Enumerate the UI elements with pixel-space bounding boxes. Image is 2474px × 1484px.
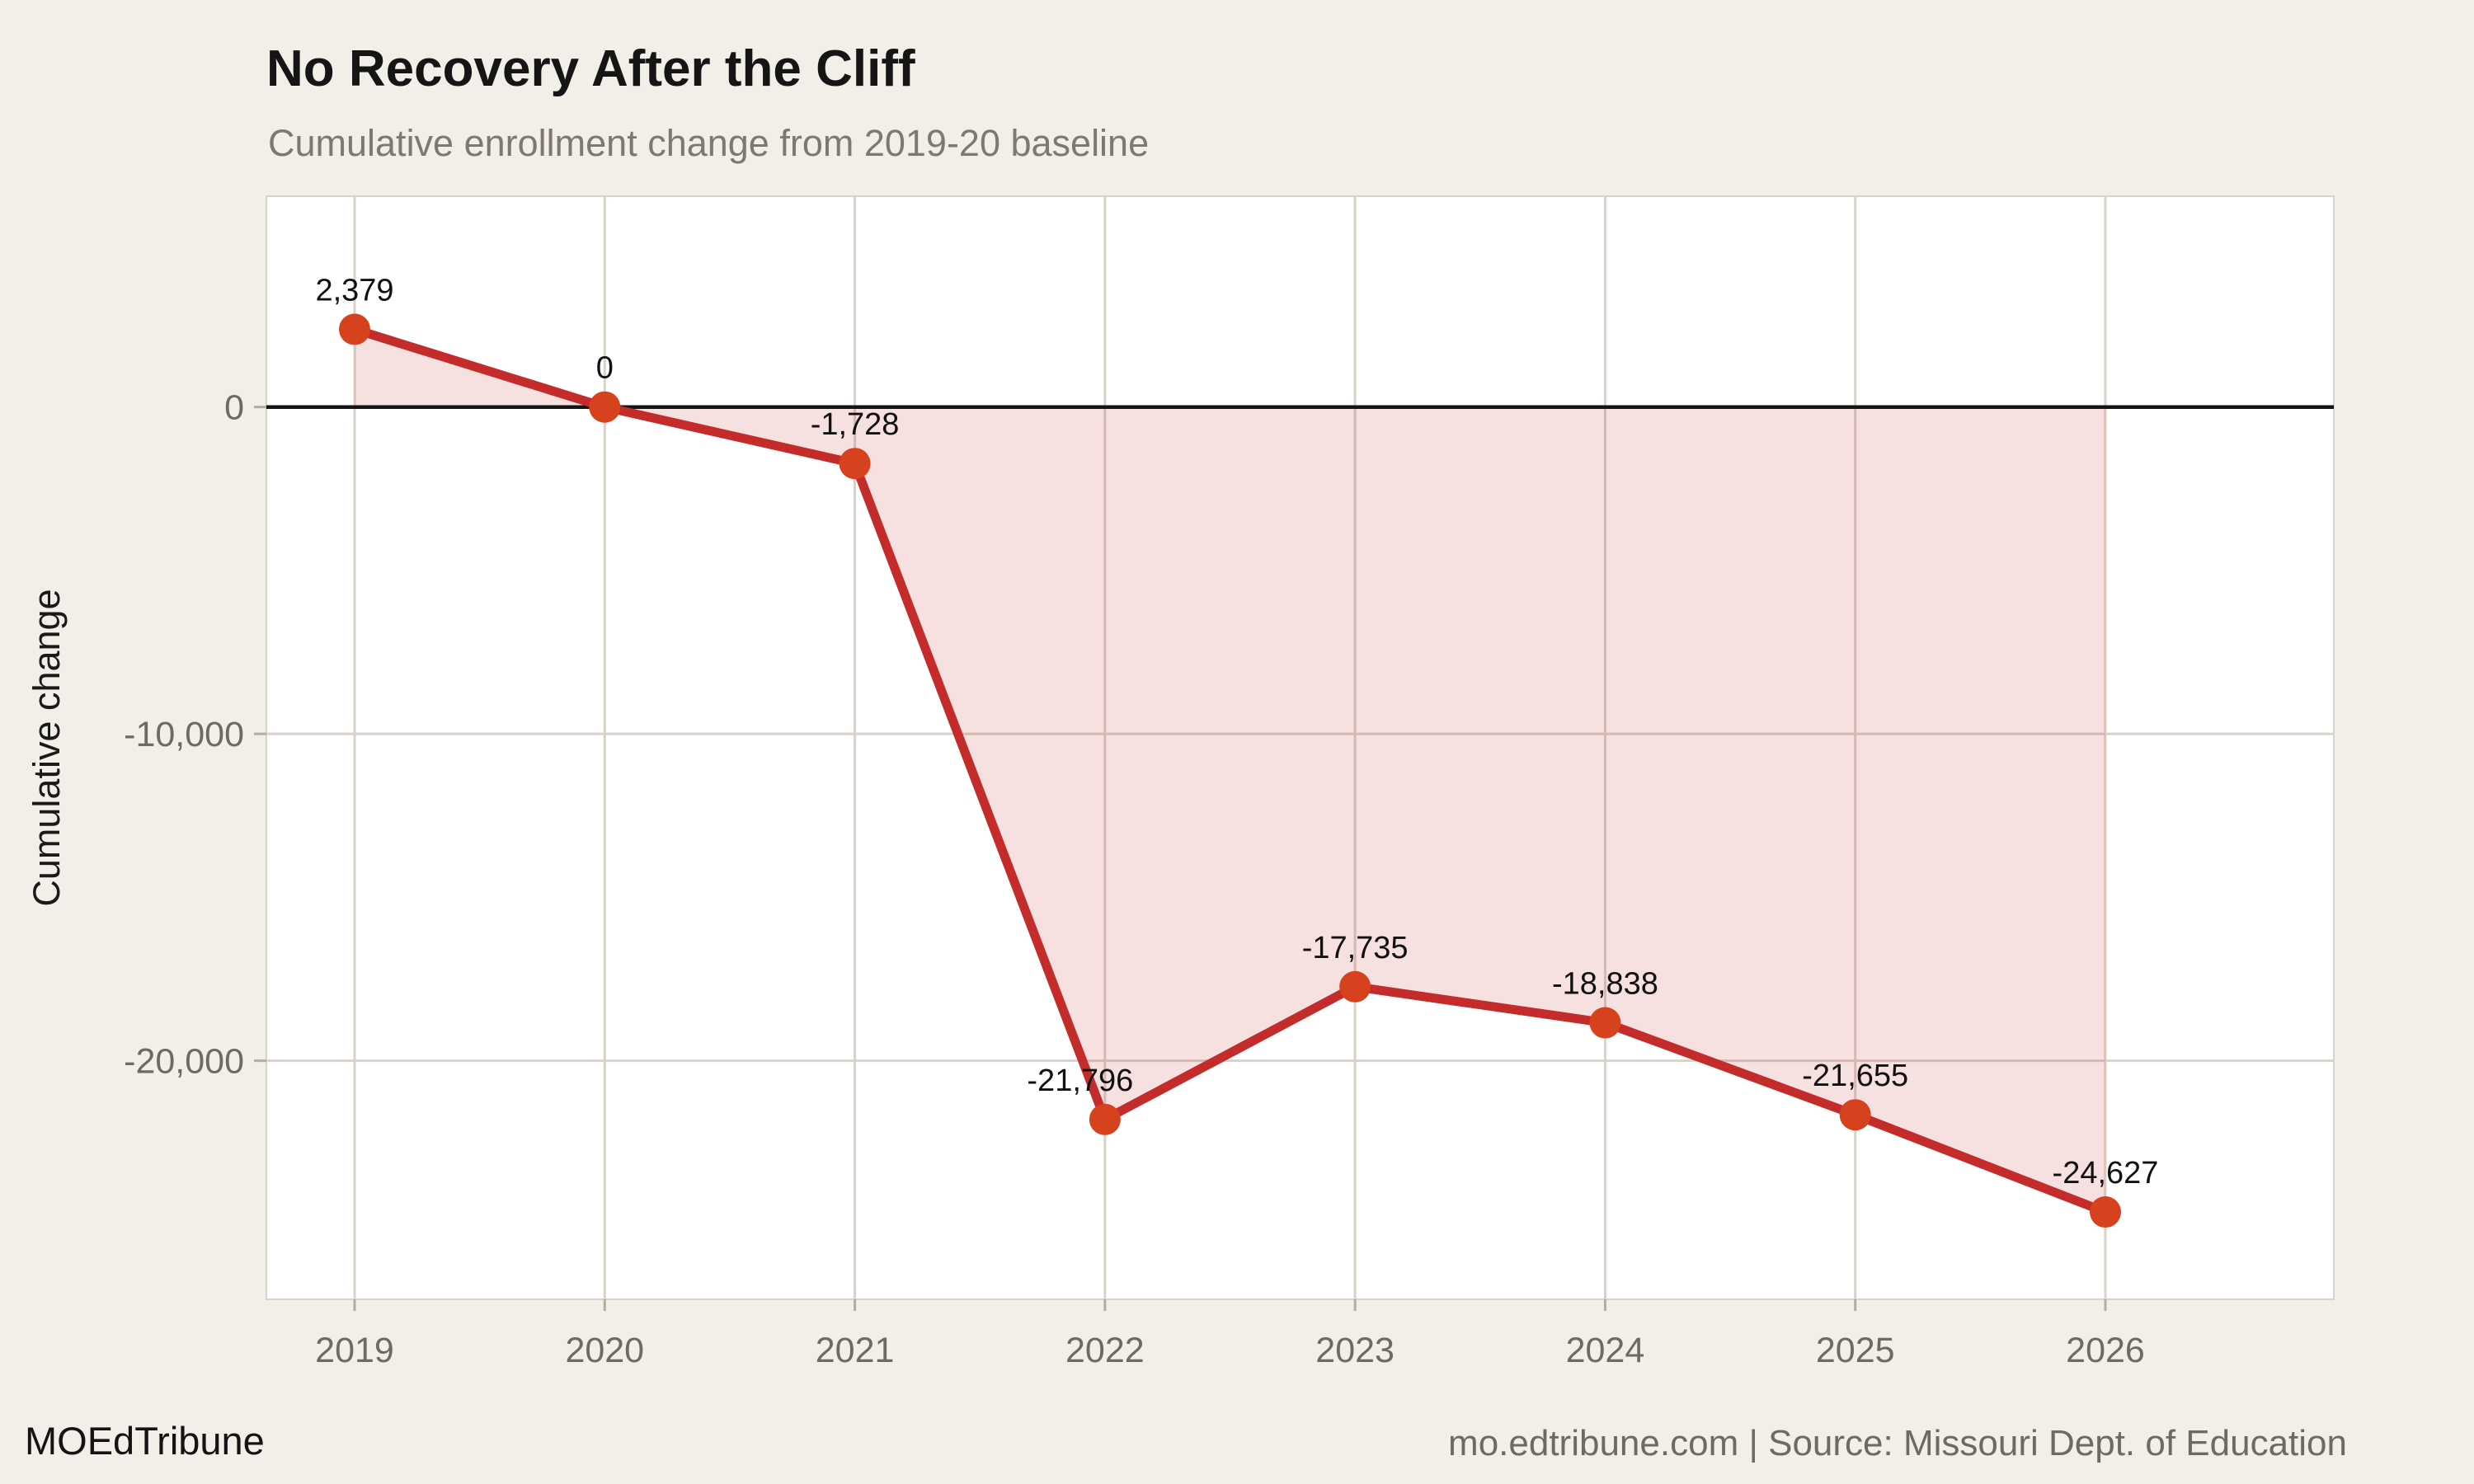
data-point-label: 0 <box>596 351 614 386</box>
area-fill <box>355 329 2106 1213</box>
data-point-label: -21,655 <box>1802 1059 1908 1093</box>
data-point <box>589 391 621 423</box>
data-point <box>2090 1196 2122 1228</box>
data-point <box>1839 1099 1871 1131</box>
x-tick-label: 2020 <box>565 1331 644 1370</box>
data-point-label: -24,627 <box>2053 1156 2159 1190</box>
y-tick-label: -10,000 <box>124 715 244 754</box>
x-tick-label: 2025 <box>1816 1331 1895 1370</box>
data-point-label: -18,838 <box>1552 967 1658 1002</box>
data-point-label: -21,796 <box>1027 1064 1133 1098</box>
x-tick-label: 2021 <box>816 1331 895 1370</box>
data-point-label: -1,728 <box>811 407 900 442</box>
data-point <box>1089 1103 1121 1135</box>
chart-subtitle: Cumulative enrollment change from 2019-2… <box>268 122 1150 164</box>
data-point <box>1589 1007 1621 1039</box>
data-point-label: 2,379 <box>315 273 393 308</box>
page-title: No Recovery After the Cliff <box>266 40 915 97</box>
x-tick-label: 2019 <box>315 1331 394 1370</box>
data-point <box>1339 970 1371 1003</box>
y-tick-label: -20,000 <box>124 1042 244 1082</box>
source-attribution: mo.edtribune.com | Source: Missouri Dept… <box>1448 1423 2347 1463</box>
data-point <box>339 313 370 345</box>
y-axis-title: Cumulative change <box>26 589 68 906</box>
x-tick-label: 2026 <box>2066 1331 2145 1370</box>
x-tick-label: 2024 <box>1566 1331 1645 1370</box>
x-tick-label: 2023 <box>1315 1331 1395 1370</box>
x-tick-label: 2022 <box>1065 1331 1145 1370</box>
data-point-label: -17,735 <box>1302 931 1409 965</box>
trend-line <box>350 324 2110 1217</box>
y-tick-label: 0 <box>224 388 244 428</box>
brand-logo: MOEdTribune <box>25 1419 265 1463</box>
plot-panel <box>266 195 2335 1300</box>
data-point <box>839 448 871 480</box>
